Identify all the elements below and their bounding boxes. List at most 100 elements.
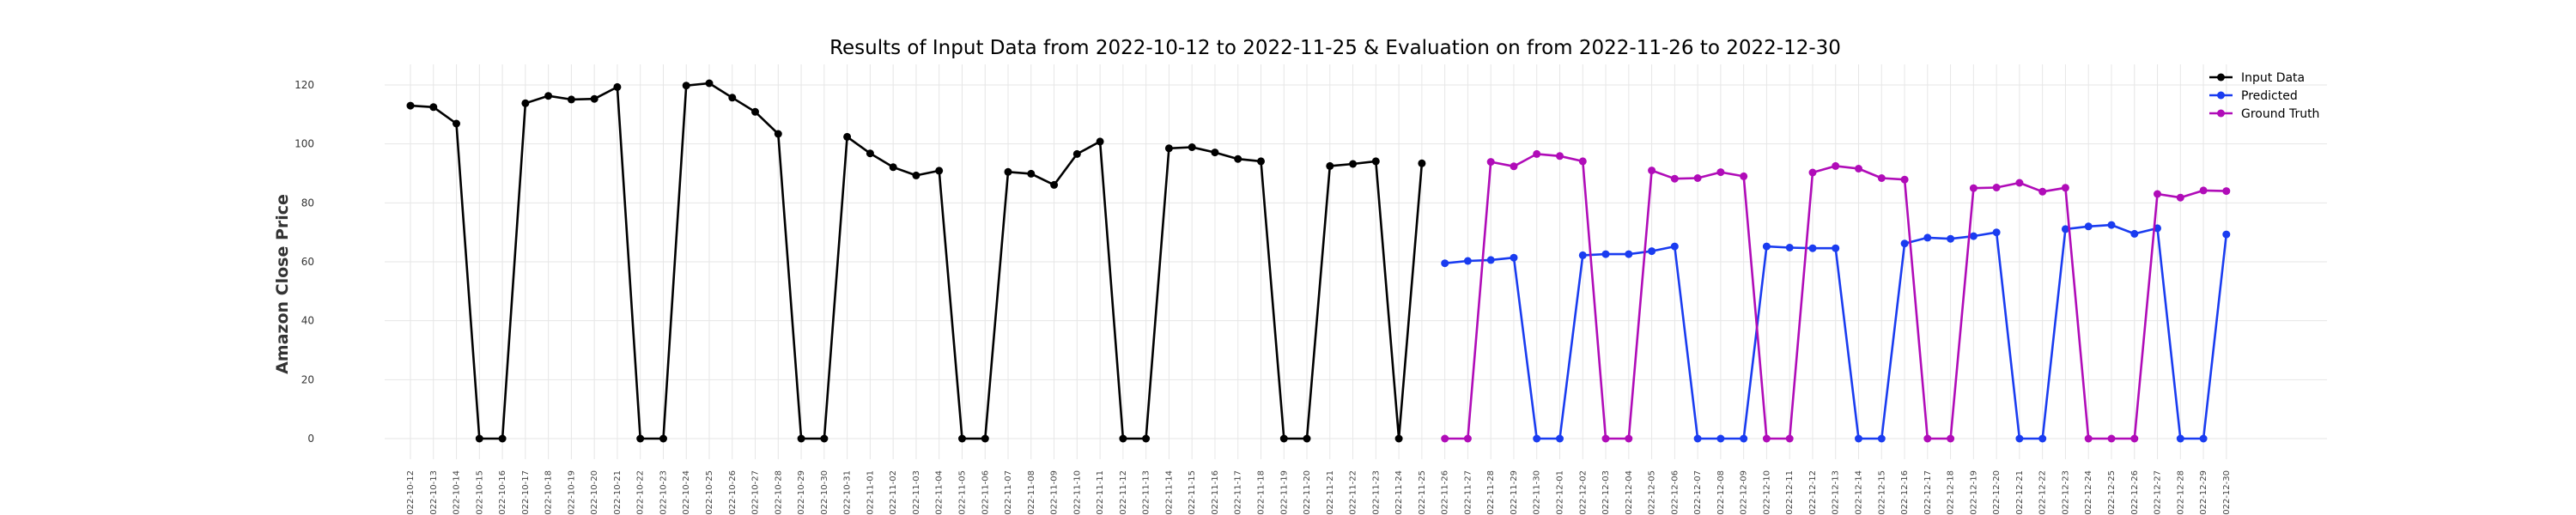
legend-swatch-marker: [2217, 109, 2225, 118]
x-tick-label: 022-12-26: [2130, 470, 2140, 515]
y-tick-label: 100: [295, 138, 314, 150]
legend-label: Predicted: [2241, 89, 2298, 103]
x-tick-label: 022-11-03: [912, 470, 921, 515]
legend-item-input-data: Input Data: [2209, 71, 2305, 85]
input-data-point: [1188, 143, 1196, 151]
y-tick-label: 0: [307, 433, 314, 445]
x-tick-label: 022-10-27: [751, 470, 761, 515]
series-predicted: [1441, 221, 2231, 443]
input-data-point: [1142, 434, 1151, 443]
ground-truth-point: [1693, 174, 1702, 182]
ground-truth-point: [2061, 184, 2069, 192]
x-tick-label: 022-10-13: [429, 470, 439, 515]
x-tick-label: 022-11-18: [1256, 470, 1266, 515]
ground-truth-point: [2015, 179, 2024, 187]
ground-truth-point: [1877, 174, 1886, 182]
x-tick-label: 022-10-30: [820, 470, 829, 515]
predicted-point: [2061, 225, 2069, 233]
ground-truth-point: [1670, 174, 1679, 183]
ground-truth-point: [1762, 434, 1771, 443]
x-tick-label: 022-10-16: [498, 470, 507, 515]
x-tick-label: 022-11-23: [1371, 470, 1381, 515]
input-data-point: [1326, 161, 1334, 170]
predicted-point: [2222, 230, 2231, 239]
x-tick-label: 022-12-21: [2015, 470, 2025, 515]
x-tick-label: 022-11-11: [1096, 470, 1105, 515]
x-tick-label: 022-10-23: [659, 470, 668, 515]
x-tick-label: 022-11-21: [1326, 470, 1335, 515]
x-tick-label: 022-12-24: [2084, 470, 2093, 515]
series-layer: [406, 79, 2231, 443]
input-data-point: [981, 434, 989, 443]
x-tick-label: 022-12-28: [2176, 470, 2185, 515]
ground-truth-point: [2176, 193, 2184, 202]
predicted-point: [1648, 247, 1656, 256]
x-tick-label: 022-12-09: [1740, 470, 1749, 515]
input-data-point: [1096, 137, 1104, 146]
input-data-point: [1303, 434, 1311, 443]
ground-truth-point: [1578, 157, 1587, 166]
x-gridlines: [410, 64, 2227, 459]
input-data-point: [1257, 157, 1265, 166]
input-data-point: [1027, 169, 1036, 178]
predicted-point: [1855, 434, 1862, 443]
x-tick-label: 022-12-30: [2222, 470, 2232, 515]
ground-truth-point: [2130, 434, 2139, 443]
input-data-point: [751, 107, 759, 116]
series-ground-truth: [1441, 149, 2231, 443]
predicted-point: [1601, 250, 1610, 258]
ground-truth-point: [2107, 434, 2116, 443]
x-tick-label: 022-10-21: [613, 470, 623, 515]
x-tick-label: 022-11-08: [1027, 470, 1036, 515]
predicted-point: [1556, 434, 1564, 443]
x-tick-label: 022-10-20: [590, 470, 599, 515]
y-gridlines: [385, 84, 2327, 439]
input-data-point: [912, 171, 920, 179]
input-data-point: [866, 149, 874, 158]
input-data-point: [1418, 159, 1426, 167]
x-tick-label: 022-10-25: [705, 470, 714, 515]
input-data-point: [1119, 434, 1127, 443]
x-tick-label: 022-11-20: [1303, 470, 1312, 515]
y-tick-label: 20: [301, 373, 314, 385]
x-tick-label: 022-10-22: [636, 470, 646, 515]
x-tick-label: 022-10-26: [728, 470, 738, 515]
input-data-point: [475, 434, 483, 443]
x-tick-label: 022-11-04: [935, 470, 945, 515]
x-tick-label: 022-11-06: [981, 470, 990, 515]
ground-truth-point: [1533, 149, 1541, 158]
predicted-point: [1716, 434, 1725, 443]
x-tick-label: 022-12-10: [1762, 470, 1771, 515]
legend-item-predicted: Predicted: [2209, 89, 2298, 103]
x-tick-label: 022-11-16: [1211, 470, 1220, 515]
x-tick-label: 022-10-17: [521, 470, 531, 515]
ground-truth-point: [1900, 175, 1909, 184]
ground-truth-point: [1969, 184, 1978, 192]
input-data-point: [521, 99, 530, 107]
x-tick-label: 022-12-04: [1625, 470, 1634, 515]
predicted-point: [2015, 434, 2024, 443]
y-tick-label: 60: [301, 256, 314, 268]
series-input-data: [406, 79, 1426, 443]
input-data-point: [659, 434, 667, 443]
input-data-point: [1211, 148, 1219, 157]
x-tick-label: 022-10-19: [567, 470, 576, 515]
x-tick-label: 022-12-20: [1992, 470, 2002, 515]
ground-truth-point: [1510, 162, 1518, 171]
predicted-point: [1486, 256, 1495, 264]
x-tick-label: 022-12-08: [1716, 470, 1726, 515]
legend-label: Ground Truth: [2241, 107, 2319, 121]
x-tick-label: 022-10-18: [544, 470, 554, 515]
x-tick-label: 022-10-12: [406, 470, 416, 515]
input-data-point: [728, 94, 737, 102]
input-data-point: [843, 132, 852, 141]
ground-truth-point: [1716, 168, 1725, 177]
x-tick-label: 022-11-12: [1119, 470, 1128, 515]
x-tick-label: 022-12-25: [2107, 470, 2117, 515]
input-data-point: [590, 94, 598, 103]
x-tick-labels: 022-10-12 022-10-13 022-10-14 022-10-15 022-…: [406, 470, 2232, 515]
predicted-point: [1969, 232, 1978, 240]
input-data-point: [453, 119, 460, 128]
ground-truth-point: [1556, 152, 1564, 161]
